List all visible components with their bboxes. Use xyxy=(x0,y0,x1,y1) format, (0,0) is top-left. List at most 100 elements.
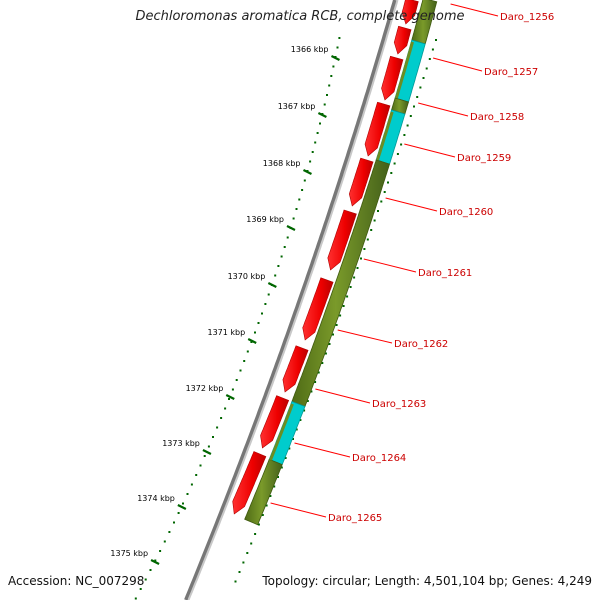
inner-ring-dot xyxy=(324,352,327,355)
inner-ring-dot xyxy=(269,495,272,497)
gene-label[interactable]: Daro_1257 xyxy=(484,67,538,78)
gene-label[interactable]: Daro_1258 xyxy=(470,112,524,123)
outer-ring-dot xyxy=(159,550,162,552)
outer-ring-dot xyxy=(274,274,277,277)
outer-ring-dot xyxy=(316,132,319,134)
cds-arrow xyxy=(393,25,412,55)
scale-tick-mark xyxy=(267,282,277,288)
outer-ring-dot xyxy=(144,578,147,581)
outer-dotted-ring xyxy=(134,37,341,600)
inner-ring-dot xyxy=(413,105,415,108)
outer-ring-dot xyxy=(207,445,210,448)
outer-ring-dot xyxy=(203,455,206,457)
cds-arrow xyxy=(232,451,267,515)
outer-ring-dot xyxy=(228,398,230,400)
outer-ring-dot xyxy=(286,236,289,239)
inner-ring-dot xyxy=(234,580,237,583)
inner-ring-dot xyxy=(335,324,338,326)
cds-arrow xyxy=(364,101,391,157)
cds-arrow xyxy=(348,157,374,207)
gene-label-leader xyxy=(363,258,417,273)
gene-track-edge xyxy=(269,403,294,461)
gene-label[interactable]: Daro_1263 xyxy=(372,399,426,410)
gene-label-leader xyxy=(450,3,499,17)
inner-ring-dot xyxy=(288,447,291,450)
inner-ring-dot xyxy=(273,485,276,488)
inner-ring-dot xyxy=(332,333,334,336)
inner-ring-dot xyxy=(306,400,309,402)
inner-ring-dot xyxy=(242,561,245,564)
gene-label[interactable]: Daro_1265 xyxy=(328,513,382,524)
inner-ring-dot xyxy=(310,390,313,393)
scale-tick-label: 1375 kbp xyxy=(110,549,148,558)
gene-label-leader xyxy=(385,197,438,212)
inner-ring-dot xyxy=(373,219,376,222)
outer-ring-dot xyxy=(154,559,157,562)
backbone-outer-line xyxy=(184,0,397,600)
outer-ring-dot xyxy=(199,464,202,467)
topology-text: Topology: circular; Length: 4,501,104 bp… xyxy=(262,574,592,588)
accession-text: Accession: NC_007298 xyxy=(8,574,145,588)
inner-ring-dot xyxy=(380,200,383,203)
outer-ring-dot xyxy=(168,531,171,533)
inner-ring-dot xyxy=(261,514,264,516)
inner-ring-dot xyxy=(377,210,379,212)
backbone-inner-line xyxy=(187,0,399,600)
inner-ring-dot xyxy=(339,314,342,317)
scale-tick-mark xyxy=(302,169,312,175)
inner-ring-dot xyxy=(321,362,324,364)
scale-tick-label: 1374 kbp xyxy=(137,494,175,503)
inner-ring-dot xyxy=(342,305,345,307)
outer-ring-dot xyxy=(243,360,246,362)
gene-label[interactable]: Daro_1259 xyxy=(457,153,511,164)
outer-ring-dot xyxy=(177,512,180,514)
inner-ring-dot xyxy=(353,276,356,279)
cds-arrow xyxy=(381,55,404,101)
inner-ring-dot xyxy=(409,115,412,117)
outer-ring-dot xyxy=(267,293,270,296)
outer-ring-dot xyxy=(224,407,227,410)
scale-tick-label: 1372 kbp xyxy=(186,384,224,393)
outer-ring-dot xyxy=(235,379,238,381)
scale-tick-mark xyxy=(317,112,327,118)
gene-label[interactable]: Daro_1261 xyxy=(418,268,472,279)
inner-ring-dot xyxy=(406,124,409,127)
gene-labels: Daro_1256 Daro_1257 Daro_1258 Daro_1259 Daro… xyxy=(270,3,554,524)
gene-label-leader xyxy=(337,329,393,344)
inner-ring-dot xyxy=(363,248,366,250)
gene-label[interactable]: Daro_1264 xyxy=(352,453,406,464)
inner-ring-dot xyxy=(360,257,362,260)
outer-ring-dot xyxy=(283,246,286,248)
inner-ring-dot xyxy=(416,96,419,98)
inner-ring-dot xyxy=(396,153,399,155)
inner-ring-dot xyxy=(422,77,425,79)
scale-tick-mark xyxy=(330,55,340,61)
inner-ring-dot xyxy=(346,295,349,298)
gene-label-leader xyxy=(418,102,469,117)
outer-ring-dot xyxy=(139,588,142,590)
scale-tick-label: 1369 kbp xyxy=(246,215,284,224)
gene-label[interactable]: Daro_1256 xyxy=(500,12,554,23)
outer-ring-dot xyxy=(292,217,295,220)
cds-arrow xyxy=(302,277,334,341)
outer-ring-dot xyxy=(314,141,317,144)
inner-ring-dot xyxy=(280,466,283,469)
inner-ring-dot xyxy=(295,428,298,431)
inner-ring-dot xyxy=(400,143,403,146)
gene-label[interactable]: Daro_1262 xyxy=(394,339,448,350)
gene-label-leader xyxy=(432,57,483,72)
gene-track xyxy=(244,0,438,526)
gene-label[interactable]: Daro_1260 xyxy=(439,207,493,218)
inner-ring-dot xyxy=(366,238,369,241)
cds-arrow xyxy=(401,0,419,25)
inner-ring-dot xyxy=(265,504,268,507)
scale-tick-mark xyxy=(286,225,296,231)
inner-ring-dot xyxy=(277,476,279,478)
outer-ring-dot xyxy=(182,502,184,505)
outer-ring-dot xyxy=(261,312,263,315)
map-title: Dechloromonas aromatica RCB, complete ge… xyxy=(135,9,465,24)
outer-ring-dot xyxy=(338,37,341,39)
genome-backbone xyxy=(184,0,399,600)
outer-ring-dot xyxy=(231,388,234,391)
